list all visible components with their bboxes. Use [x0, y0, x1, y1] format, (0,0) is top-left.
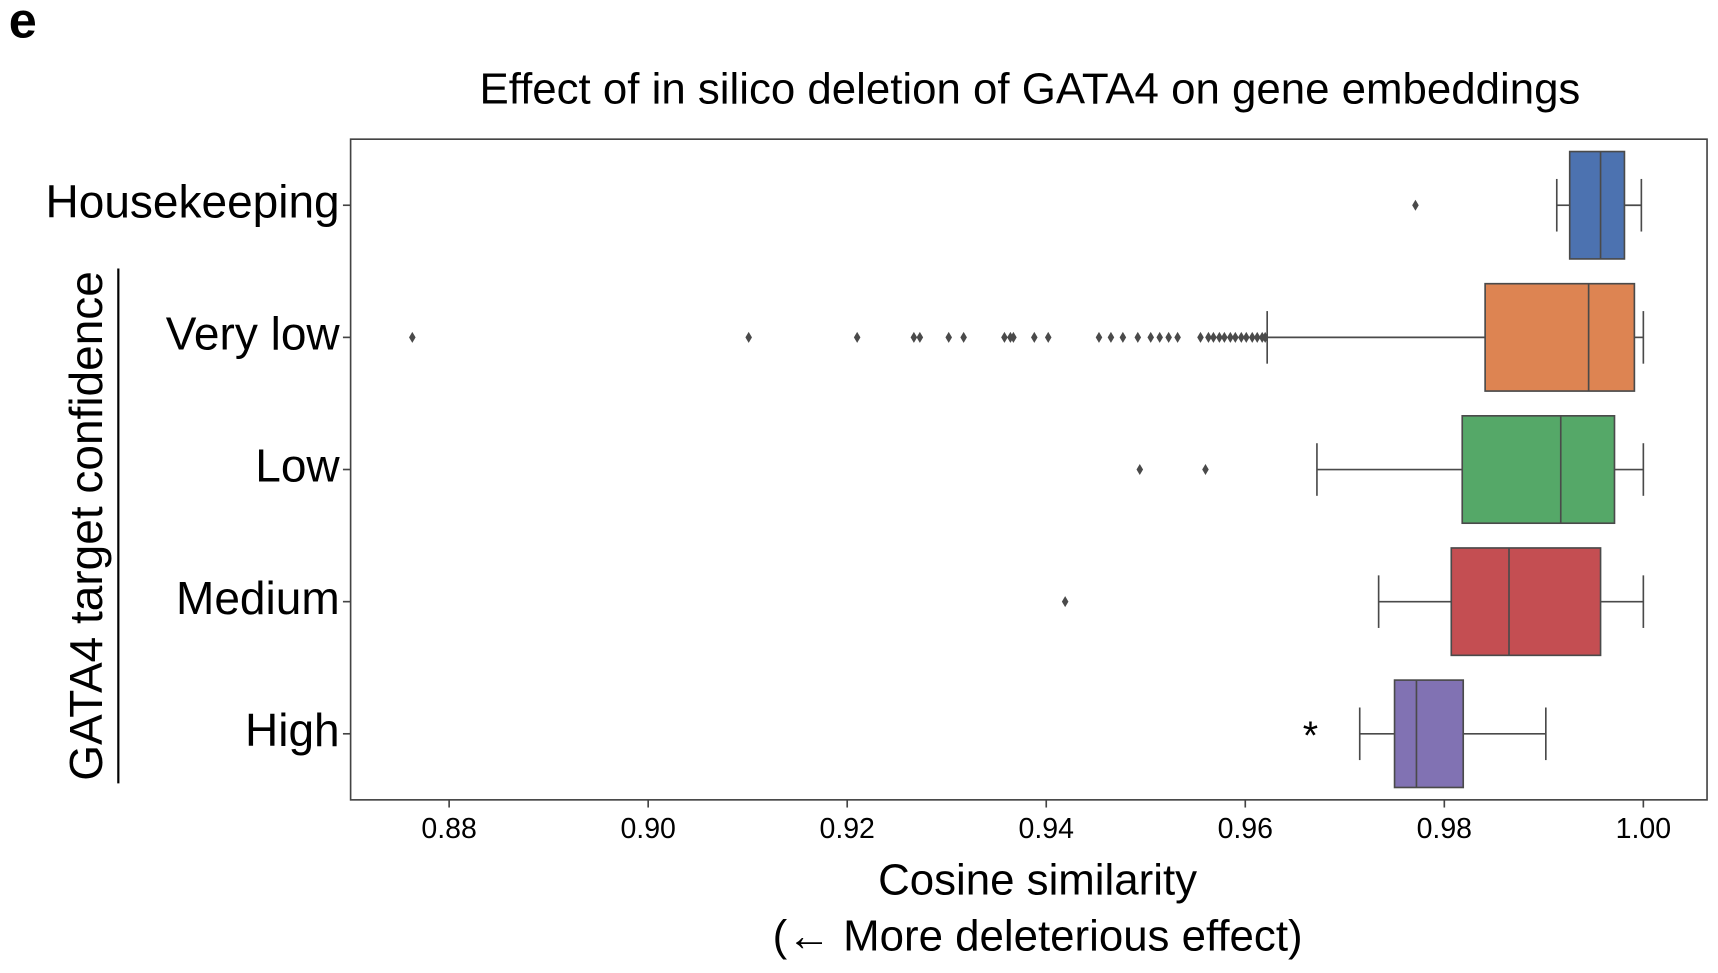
flier: [1001, 331, 1008, 343]
box: [1461, 415, 1616, 525]
x-tick-label: 0.98: [1417, 813, 1472, 845]
flier: [1044, 331, 1052, 343]
flier: [745, 331, 752, 343]
x-tick-label: 0.92: [819, 813, 874, 845]
flier: [1156, 331, 1163, 343]
flier: [1232, 331, 1239, 343]
flier: [1242, 331, 1250, 343]
box: [1450, 547, 1602, 657]
flier: [945, 331, 953, 343]
flier: [1216, 331, 1223, 343]
flier: [1031, 331, 1038, 343]
flier: [910, 331, 918, 343]
flier: [1221, 331, 1228, 343]
x-axis-sublabel: (← More deleterious effect): [773, 912, 1303, 961]
flier: [1202, 464, 1209, 475]
panel-label: e: [9, 0, 37, 48]
flier: [1147, 331, 1155, 343]
box: [1568, 150, 1626, 260]
y-tick-label: Housekeeping: [46, 175, 340, 227]
flier: [1210, 331, 1217, 343]
flier: [1061, 596, 1069, 608]
x-tick-label: 0.88: [421, 813, 476, 845]
flier: [1412, 199, 1419, 211]
flier: [853, 331, 861, 343]
flier: [1197, 331, 1204, 343]
box: [1484, 282, 1636, 392]
y-tick-label: High: [245, 704, 340, 756]
flier: [1107, 331, 1115, 343]
flier: [1261, 331, 1269, 343]
flier: [1174, 331, 1181, 343]
x-tick-label: 0.94: [1019, 813, 1074, 845]
x-axis-label: Cosine similarity: [878, 856, 1197, 905]
flier: [1134, 331, 1142, 343]
chart-title: Effect of in silico deletion of GATA4 on…: [479, 65, 1580, 114]
x-tick-label: 1.00: [1616, 813, 1671, 845]
flier: [1136, 464, 1144, 475]
group-label: GATA4 target confidence: [60, 271, 112, 781]
flier: [916, 331, 924, 343]
flier: [1227, 331, 1234, 343]
annotation: *: [1303, 714, 1318, 758]
x-tick-label: 0.90: [620, 813, 675, 845]
flier: [1010, 331, 1017, 343]
flier: [1119, 331, 1127, 343]
flier: [1095, 331, 1103, 343]
box: [1393, 679, 1465, 789]
flier: [1205, 331, 1212, 343]
flier: [409, 331, 416, 343]
flier: [1165, 331, 1172, 343]
y-tick-label: Very low: [166, 308, 341, 360]
y-tick-label: Low: [255, 440, 340, 492]
y-tick-label: Medium: [176, 572, 340, 624]
flier: [960, 331, 967, 343]
x-tick-label: 0.96: [1218, 813, 1273, 845]
